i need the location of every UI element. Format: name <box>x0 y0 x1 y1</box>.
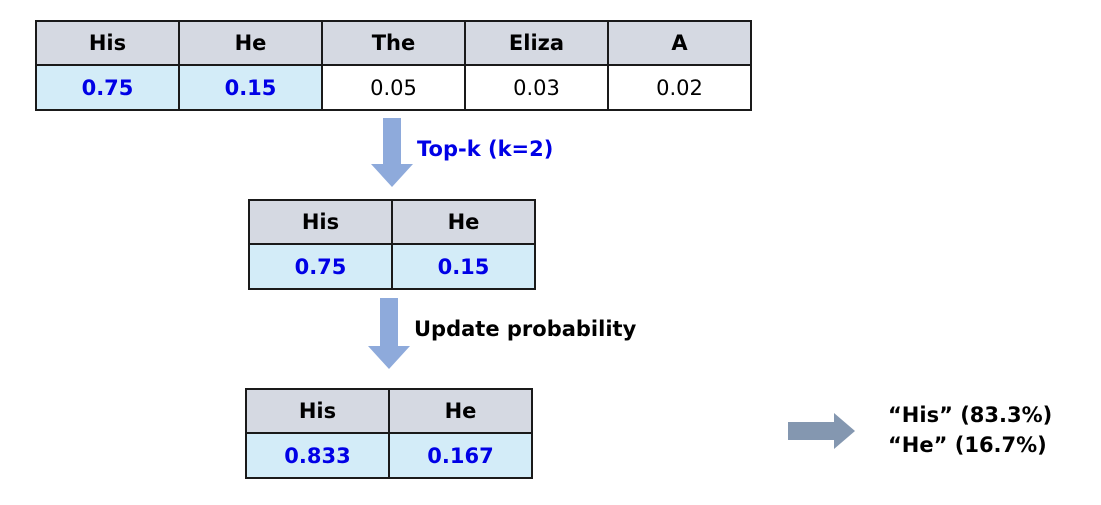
token-header: The <box>321 20 466 66</box>
probability-cell-selected: 0.75 <box>35 64 180 111</box>
token-header: A <box>607 20 752 66</box>
token-header: Eliza <box>464 20 609 66</box>
header-row: His He The Eliza A <box>35 20 752 66</box>
token-header: He <box>388 388 533 434</box>
token-header: His <box>248 199 393 245</box>
probability-cell-selected: 0.833 <box>245 432 390 479</box>
token-header: He <box>391 199 536 245</box>
down-arrow-icon <box>368 298 410 369</box>
probability-cell-selected: 0.15 <box>178 64 323 111</box>
down-arrow-icon <box>371 118 413 187</box>
token-header: His <box>35 20 180 66</box>
token-header: His <box>245 388 390 434</box>
probability-row: 0.75 0.15 0.05 0.03 0.02 <box>35 64 752 111</box>
result-his-text: “His” (83.3%) <box>888 403 1053 427</box>
topk-step-label: Top-k (k=2) <box>417 137 554 161</box>
updated-probability-table: His He 0.833 0.167 <box>245 388 533 479</box>
probability-row: 0.833 0.167 <box>245 432 533 479</box>
token-header: He <box>178 20 323 66</box>
header-row: His He <box>245 388 533 434</box>
probability-row: 0.75 0.15 <box>248 243 536 290</box>
probability-cell: 0.02 <box>607 64 752 111</box>
probability-cell-selected: 0.75 <box>248 243 393 290</box>
probability-cell-selected: 0.15 <box>391 243 536 290</box>
update-step-label: Update probability <box>414 317 637 341</box>
all-tokens-table: His He The Eliza A 0.75 0.15 0.05 0.03 0… <box>35 20 752 111</box>
header-row: His He <box>248 199 536 245</box>
result-he-text: “He” (16.7%) <box>888 433 1047 457</box>
probability-cell: 0.05 <box>321 64 466 111</box>
probability-cell: 0.03 <box>464 64 609 111</box>
right-arrow-icon <box>788 413 855 449</box>
topk-table: His He 0.75 0.15 <box>248 199 536 290</box>
probability-cell-selected: 0.167 <box>388 432 533 479</box>
